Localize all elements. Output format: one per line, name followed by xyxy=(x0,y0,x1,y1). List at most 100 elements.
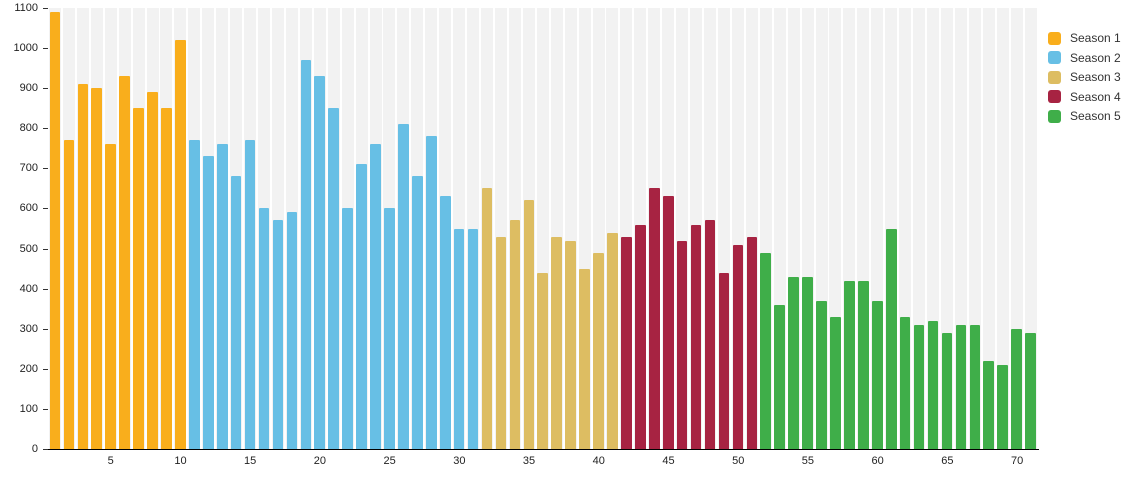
legend-label: Season 1 xyxy=(1070,31,1121,45)
bar-season-5-x58[interactable] xyxy=(844,280,855,449)
bar-season-2-x23[interactable] xyxy=(356,164,367,449)
bar-season-5-x53[interactable] xyxy=(774,304,786,449)
bar-season-5-x70[interactable] xyxy=(1011,328,1022,449)
bar-season-2-x19[interactable] xyxy=(300,60,312,449)
bar-season-2-x31[interactable] xyxy=(467,228,479,449)
bar-slot xyxy=(494,8,508,449)
bar-season-5-x61[interactable] xyxy=(885,228,897,449)
bar-season-5-x67[interactable] xyxy=(969,324,981,449)
bar-season-2-x13[interactable] xyxy=(216,144,228,449)
bar-season-3-x39[interactable] xyxy=(579,268,590,449)
bar-season-2-x28[interactable] xyxy=(425,136,437,449)
bar-season-1-x3[interactable] xyxy=(77,84,89,449)
bar-season-2-x22[interactable] xyxy=(342,208,353,449)
legend-item-season-3[interactable]: Season 3 xyxy=(1048,70,1121,84)
x-axis-label-50: 50 xyxy=(732,455,745,467)
bar-season-1-x4[interactable] xyxy=(91,88,103,449)
bar-slot xyxy=(550,8,564,449)
bar-season-5-x56[interactable] xyxy=(816,300,827,449)
bar-season-5-x52[interactable] xyxy=(760,252,772,449)
bar-season-3-x36[interactable] xyxy=(537,272,549,449)
legend-item-season-4[interactable]: Season 4 xyxy=(1048,90,1121,104)
bar-season-5-x64[interactable] xyxy=(927,320,939,449)
bar-season-2-x12[interactable] xyxy=(202,156,214,449)
bar-season-5-x68[interactable] xyxy=(983,360,995,449)
bar-season-5-x69[interactable] xyxy=(997,364,1009,449)
y-axis-label-200: 200 xyxy=(19,362,38,375)
bar-season-2-x26[interactable] xyxy=(398,124,409,449)
x-axis-label-65: 65 xyxy=(941,455,954,467)
bar-season-5-x57[interactable] xyxy=(830,316,841,449)
x-axis-label-40: 40 xyxy=(592,455,605,467)
legend-item-season-2[interactable]: Season 2 xyxy=(1048,51,1121,65)
bar-season-2-x15[interactable] xyxy=(244,140,256,449)
bar-slot xyxy=(355,8,369,449)
bar-season-2-x25[interactable] xyxy=(384,208,395,449)
bar-season-4-x42[interactable] xyxy=(621,236,632,449)
bar-season-5-x59[interactable] xyxy=(858,280,869,449)
bar-season-5-x63[interactable] xyxy=(913,324,925,449)
legend-label: Season 2 xyxy=(1070,50,1121,65)
bar-season-4-x44[interactable] xyxy=(648,188,660,449)
bar-season-4-x51[interactable] xyxy=(746,236,758,449)
bar-season-4-x46[interactable] xyxy=(676,240,688,449)
legend-item-season-5[interactable]: Season 5 xyxy=(1048,109,1121,123)
bar-slot xyxy=(522,8,536,449)
bar-season-2-x18[interactable] xyxy=(286,212,298,449)
bar-season-4-x50[interactable] xyxy=(732,244,744,449)
bar-season-4-x49[interactable] xyxy=(718,272,730,449)
legend-item-season-1[interactable]: Season 1 xyxy=(1048,31,1121,45)
bar-season-2-x24[interactable] xyxy=(370,144,381,449)
bar-slot xyxy=(773,8,787,449)
bar-slot xyxy=(633,8,647,449)
bar-season-1-x2[interactable] xyxy=(63,140,75,449)
bar-slot xyxy=(76,8,90,449)
bar-season-5-x55[interactable] xyxy=(802,276,813,449)
bar-season-1-x9[interactable] xyxy=(161,108,172,449)
bar-slot xyxy=(48,8,62,449)
bar-season-2-x27[interactable] xyxy=(412,176,423,449)
bar-season-1-x10[interactable] xyxy=(175,40,186,449)
bar-season-5-x62[interactable] xyxy=(899,316,911,449)
bar-season-2-x29[interactable] xyxy=(439,196,451,449)
bar-season-2-x17[interactable] xyxy=(272,220,284,449)
y-axis-label-100: 100 xyxy=(19,402,38,415)
bar-season-1-x7[interactable] xyxy=(133,108,144,449)
bar-season-5-x60[interactable] xyxy=(871,300,883,449)
bar-season-1-x1[interactable] xyxy=(49,12,61,449)
bar-season-3-x41[interactable] xyxy=(607,232,618,449)
bar-season-2-x30[interactable] xyxy=(453,228,465,449)
x-axis-label-30: 30 xyxy=(453,455,466,467)
y-axis-label-800: 800 xyxy=(19,122,38,135)
bar-season-3-x33[interactable] xyxy=(495,236,507,449)
bar-season-4-x47[interactable] xyxy=(690,224,702,449)
y-axis-tick xyxy=(43,48,48,50)
bar-season-2-x20[interactable] xyxy=(314,76,326,449)
bar-season-3-x38[interactable] xyxy=(565,240,576,449)
bar-slot xyxy=(132,8,146,449)
bar-season-1-x5[interactable] xyxy=(105,144,117,449)
bar-season-3-x32[interactable] xyxy=(481,188,493,449)
bar-season-2-x14[interactable] xyxy=(230,176,242,449)
bar-season-4-x45[interactable] xyxy=(662,196,674,449)
bar-season-1-x6[interactable] xyxy=(119,76,130,449)
bar-season-4-x43[interactable] xyxy=(635,224,646,449)
y-axis-tick xyxy=(43,408,48,410)
y-axis-tick xyxy=(43,208,48,210)
bar-season-2-x11[interactable] xyxy=(189,140,200,449)
bar-season-3-x40[interactable] xyxy=(593,252,604,449)
bar-season-3-x34[interactable] xyxy=(509,220,521,449)
bar-season-3-x35[interactable] xyxy=(523,200,535,449)
bar-season-3-x37[interactable] xyxy=(551,236,563,449)
bar-season-2-x16[interactable] xyxy=(258,208,270,449)
bar-season-5-x65[interactable] xyxy=(941,332,953,449)
bar-season-2-x21[interactable] xyxy=(328,108,340,449)
bar-slot xyxy=(1024,8,1038,449)
bar-slot xyxy=(369,8,383,449)
bar-slot xyxy=(578,8,592,449)
bar-season-1-x8[interactable] xyxy=(147,92,158,449)
bar-season-5-x66[interactable] xyxy=(955,324,967,449)
bar-season-5-x71[interactable] xyxy=(1025,332,1036,449)
bar-season-5-x54[interactable] xyxy=(788,276,799,449)
bar-season-4-x48[interactable] xyxy=(704,220,716,449)
